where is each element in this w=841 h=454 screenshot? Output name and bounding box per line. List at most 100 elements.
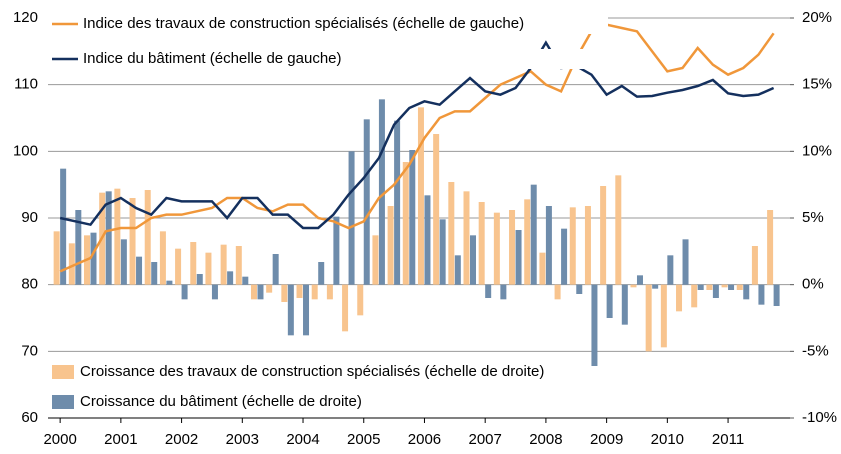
bar	[615, 175, 622, 285]
line	[59, 40, 775, 230]
y-tick-label: 80	[21, 276, 38, 293]
y2-tick-label: 0%	[802, 276, 824, 293]
y2-tick-label: -10%	[802, 409, 837, 426]
bar	[767, 210, 774, 285]
x-tick-label: 2000	[43, 431, 76, 448]
bar	[159, 231, 166, 285]
bar	[645, 284, 652, 352]
x-tick-label: 2009	[590, 431, 623, 448]
legend-label: Indice du bâtiment (échelle de gauche)	[83, 50, 342, 67]
legend-bg	[48, 14, 608, 34]
x-tick-label: 2003	[226, 431, 259, 448]
bar	[409, 150, 416, 285]
bar	[257, 284, 264, 300]
bar	[105, 191, 112, 285]
bar	[363, 119, 370, 285]
legend-bg	[48, 49, 608, 69]
bar	[621, 284, 628, 325]
bar	[287, 284, 294, 336]
bar	[758, 284, 765, 305]
bar	[736, 284, 743, 290]
bar	[712, 284, 719, 298]
bar	[175, 248, 182, 285]
bar	[676, 284, 683, 312]
bar	[500, 284, 507, 300]
bar	[591, 284, 598, 366]
bar	[554, 284, 561, 300]
y-tick-label: 110	[14, 76, 38, 93]
bar	[463, 191, 470, 285]
bar	[136, 256, 143, 285]
bar	[144, 190, 151, 285]
bar	[524, 199, 531, 285]
bar	[561, 228, 568, 285]
bar	[272, 254, 279, 285]
bar	[652, 284, 659, 289]
y2-tick-label: 15%	[802, 76, 832, 93]
bar	[190, 242, 197, 285]
y-tick-label: 100	[13, 142, 38, 159]
x-tick-label: 2004	[286, 431, 319, 448]
bar	[196, 274, 203, 285]
bar	[166, 280, 173, 285]
y2-tick-label: 20%	[802, 9, 832, 26]
bar	[402, 162, 409, 285]
bar	[448, 182, 455, 285]
bar	[211, 284, 218, 300]
legend-swatch	[52, 365, 74, 379]
bar	[120, 239, 127, 285]
x-tick-label: 2006	[408, 431, 441, 448]
bar	[266, 284, 273, 293]
bar	[682, 239, 689, 285]
bar	[530, 184, 537, 285]
x-tick-label: 2011	[712, 431, 744, 448]
bar	[636, 275, 643, 285]
bar	[181, 284, 188, 300]
y-tick-label: 120	[13, 9, 38, 26]
bar	[485, 284, 492, 298]
x-tick-label: 2005	[347, 431, 380, 448]
bar	[584, 206, 591, 285]
bar	[470, 235, 477, 285]
bar	[454, 255, 461, 285]
bar	[433, 134, 440, 285]
bar	[303, 284, 310, 336]
bar	[539, 252, 546, 285]
bar	[439, 219, 446, 285]
bar	[493, 212, 500, 285]
legend-label: Croissance du bâtiment (échelle de droit…	[80, 393, 362, 410]
y-tick-label: 70	[21, 342, 38, 359]
bar	[509, 210, 516, 285]
bar	[600, 186, 607, 285]
bar	[357, 284, 364, 316]
bar	[326, 284, 333, 300]
bar	[90, 232, 97, 285]
bar	[606, 284, 613, 318]
bar	[706, 284, 713, 290]
bar	[242, 276, 249, 285]
bar	[660, 284, 667, 348]
line	[59, 23, 775, 273]
bar	[220, 244, 227, 285]
x-tick-label: 2002	[165, 431, 198, 448]
y2-tick-label: -5%	[802, 342, 829, 359]
bar	[151, 262, 158, 285]
bar	[342, 284, 349, 332]
bar	[424, 195, 431, 285]
bar	[630, 284, 637, 288]
bar	[545, 206, 552, 285]
bar	[387, 206, 394, 285]
bar	[691, 284, 698, 308]
bar	[478, 202, 485, 285]
bar	[697, 284, 704, 290]
bar	[417, 107, 424, 285]
bar	[378, 99, 385, 285]
bar	[311, 284, 318, 300]
bar	[333, 216, 340, 285]
bar	[743, 284, 750, 300]
y2-tick-label: 10%	[802, 142, 832, 159]
bar	[296, 284, 303, 298]
bar	[250, 284, 257, 300]
bar	[721, 284, 728, 288]
